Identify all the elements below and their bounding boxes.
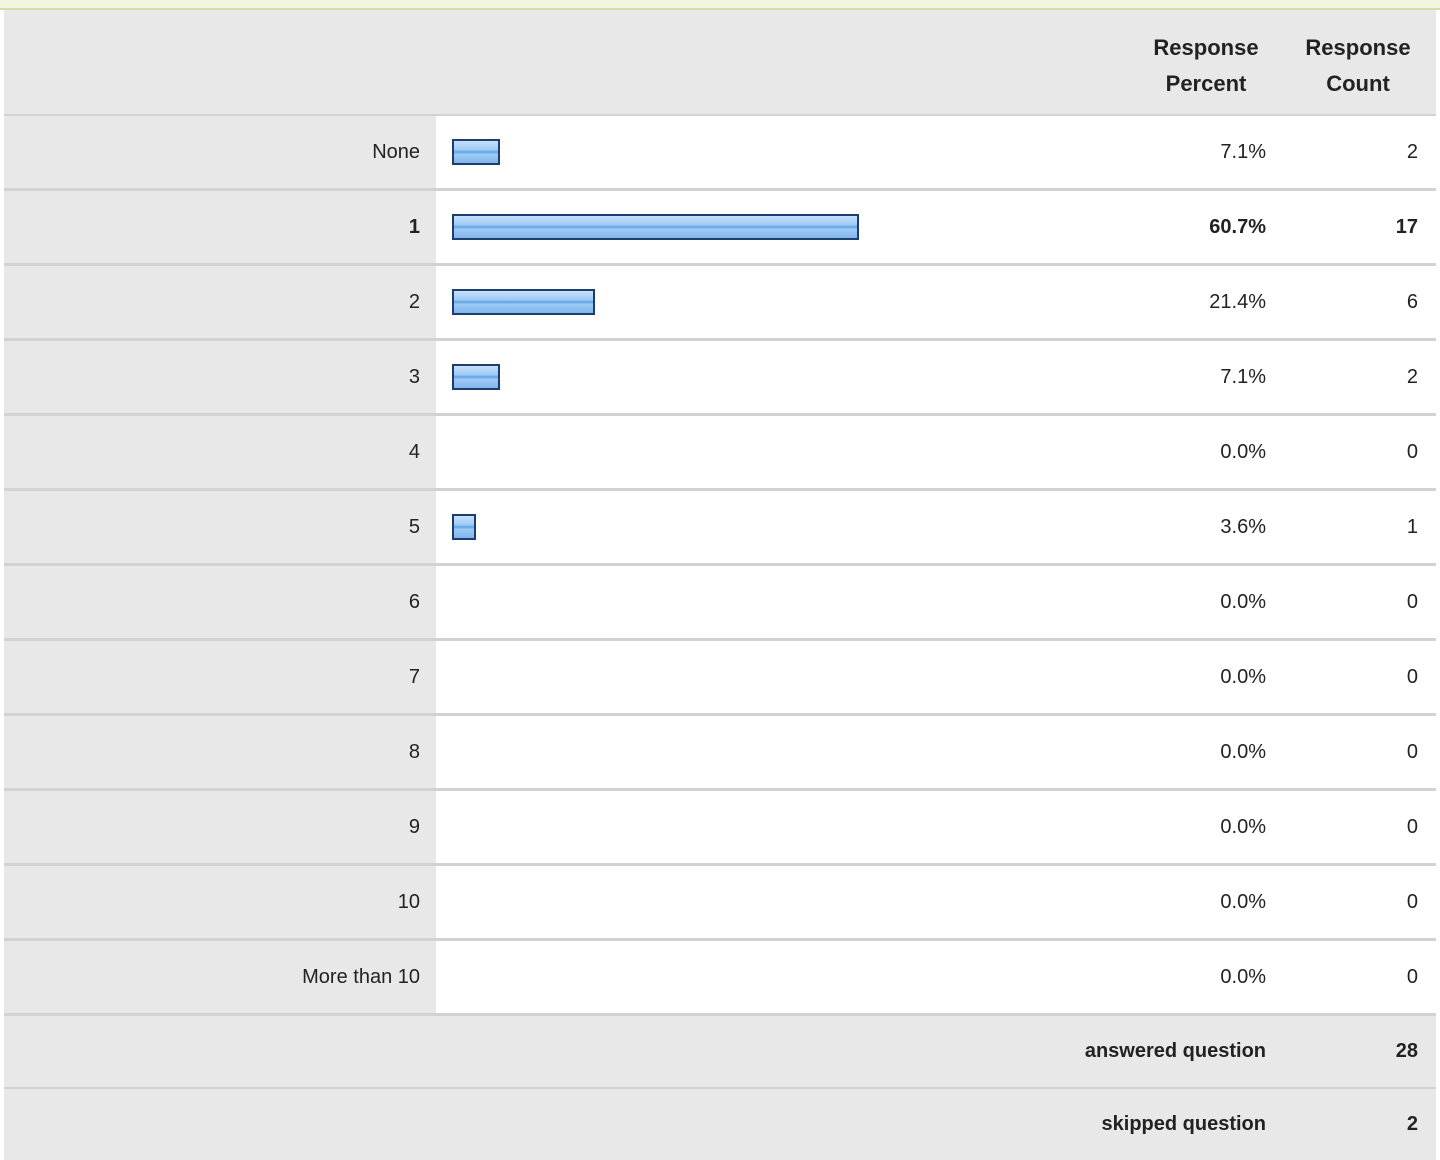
answer-label-cell: None xyxy=(4,116,436,188)
answer-label-cell: More than 10 xyxy=(4,941,436,1013)
response-count: 0 xyxy=(1406,591,1418,613)
response-count-header-line1: Response xyxy=(1305,35,1411,60)
response-percent-header-line1: Response xyxy=(1153,35,1259,60)
answer-row: 6 0.0% 0 xyxy=(4,566,1436,641)
answer-label: 8 xyxy=(408,741,420,763)
answer-label-cell: 7 xyxy=(4,641,436,713)
answer-row: 10 0.0% 0 xyxy=(4,866,1436,941)
answered-question-label: answered question xyxy=(1084,1040,1266,1062)
response-percent: 0.0% xyxy=(1220,891,1266,913)
answer-bar-cell xyxy=(436,266,1436,338)
response-percent: 0.0% xyxy=(1220,666,1266,688)
answer-label: More than 10 xyxy=(302,966,420,988)
response-percent: 0.0% xyxy=(1220,591,1266,613)
results-table: Response Percent Response Count None 7.1%… xyxy=(4,10,1436,1160)
answer-row: 9 0.0% 0 xyxy=(4,791,1436,866)
answer-label-cell: 5 xyxy=(4,491,436,563)
response-percent-header-line2: Percent xyxy=(1165,71,1247,96)
answer-label: 1 xyxy=(408,216,420,238)
answer-bar-cell xyxy=(436,566,1436,638)
answer-label: 3 xyxy=(408,366,420,388)
response-bar xyxy=(452,289,595,315)
answer-row: 7 0.0% 0 xyxy=(4,641,1436,716)
response-percent: 3.6% xyxy=(1220,516,1266,538)
answer-label-cell: 4 xyxy=(4,416,436,488)
answer-bar-cell xyxy=(436,866,1436,938)
answer-label-cell: 10 xyxy=(4,866,436,938)
answer-bar-cell xyxy=(436,341,1436,413)
response-count: 2 xyxy=(1406,141,1418,163)
answer-row: More than 10 0.0% 0 xyxy=(4,941,1436,1016)
answer-bar-cell xyxy=(436,116,1436,188)
skipped-question-row: skipped question 2 xyxy=(4,1089,1436,1160)
answer-label-cell: 1 xyxy=(4,191,436,263)
answer-bar-cell xyxy=(436,416,1436,488)
response-count: 2 xyxy=(1406,366,1418,388)
response-percent-header: Response Percent xyxy=(1132,30,1280,102)
response-percent: 7.1% xyxy=(1220,141,1266,163)
answered-question-row: answered question 28 xyxy=(4,1016,1436,1089)
response-bar xyxy=(452,364,500,390)
table-header: Response Percent Response Count xyxy=(4,10,1436,116)
response-bar xyxy=(452,214,859,240)
answer-row: 1 60.7% 17 xyxy=(4,191,1436,266)
response-percent: 0.0% xyxy=(1220,741,1266,763)
response-percent: 21.4% xyxy=(1209,291,1266,313)
top-strip xyxy=(0,0,1440,10)
answer-row: 3 7.1% 2 xyxy=(4,341,1436,416)
answer-label-cell: 6 xyxy=(4,566,436,638)
response-count: 0 xyxy=(1406,441,1418,463)
answer-label: 5 xyxy=(408,516,420,538)
answer-label: 7 xyxy=(408,666,420,688)
response-percent: 0.0% xyxy=(1220,441,1266,463)
response-bar xyxy=(452,139,500,165)
answer-row: 8 0.0% 0 xyxy=(4,716,1436,791)
answer-bar-cell xyxy=(436,716,1436,788)
response-percent: 60.7% xyxy=(1209,216,1266,238)
response-percent: 0.0% xyxy=(1220,966,1266,988)
answer-row: 2 21.4% 6 xyxy=(4,266,1436,341)
answer-bar-cell xyxy=(436,791,1436,863)
answered-question-value: 28 xyxy=(1395,1040,1418,1062)
answer-rows: None 7.1% 2 1 60.7% 17 2 21.4% 6 3 7.1% 2 4 0.0% 0 5 3.6… xyxy=(4,116,1436,1016)
answer-label: 10 xyxy=(397,891,420,913)
answer-label: 6 xyxy=(408,591,420,613)
answer-label-cell: 3 xyxy=(4,341,436,413)
answer-label: None xyxy=(372,141,420,163)
response-count: 17 xyxy=(1395,216,1418,238)
response-bar xyxy=(452,514,476,540)
answer-row: 5 3.6% 1 xyxy=(4,491,1436,566)
response-count-header-line2: Count xyxy=(1326,71,1390,96)
skipped-question-label: skipped question xyxy=(1101,1113,1266,1135)
answer-row: None 7.1% 2 xyxy=(4,116,1436,191)
answer-bar-cell xyxy=(436,941,1436,1013)
skipped-question-value: 2 xyxy=(1406,1113,1418,1135)
answer-label: 4 xyxy=(408,441,420,463)
answer-bar-cell xyxy=(436,641,1436,713)
response-percent: 7.1% xyxy=(1220,366,1266,388)
answer-label-cell: 9 xyxy=(4,791,436,863)
response-percent: 0.0% xyxy=(1220,816,1266,838)
answer-label: 2 xyxy=(408,291,420,313)
response-count: 6 xyxy=(1406,291,1418,313)
answer-label: 9 xyxy=(408,816,420,838)
response-count: 1 xyxy=(1406,516,1418,538)
response-count-header: Response Count xyxy=(1290,30,1426,102)
response-count: 0 xyxy=(1406,891,1418,913)
response-count: 0 xyxy=(1406,666,1418,688)
answer-bar-cell xyxy=(436,491,1436,563)
answer-label-cell: 2 xyxy=(4,266,436,338)
response-count: 0 xyxy=(1406,741,1418,763)
answer-label-cell: 8 xyxy=(4,716,436,788)
answer-row: 4 0.0% 0 xyxy=(4,416,1436,491)
response-count: 0 xyxy=(1406,966,1418,988)
response-count: 0 xyxy=(1406,816,1418,838)
